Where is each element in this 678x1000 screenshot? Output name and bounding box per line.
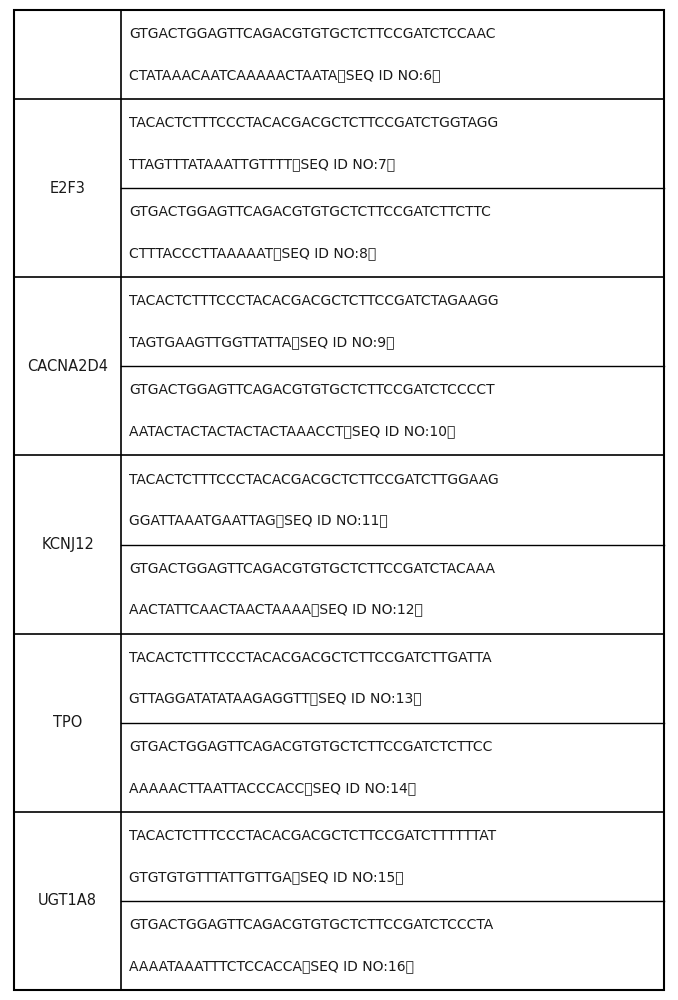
Text: TACACTCTTTCCCTACACGACGCTCTTCCGATCTTGATTA: TACACTCTTTCCCTACACGACGCTCTTCCGATCTTGATTA xyxy=(129,651,492,665)
Text: GTGACTGGAGTTCAGACGTGTGCTCTTCCGATCTCCCCT: GTGACTGGAGTTCAGACGTGTGCTCTTCCGATCTCCCCT xyxy=(129,383,495,397)
Text: TACACTCTTTCCCTACACGACGCTCTTCCGATCTTGGAAG: TACACTCTTTCCCTACACGACGCTCTTCCGATCTTGGAAG xyxy=(129,473,499,487)
Text: AAAAACTTAATTACCCACC（SEQ ID NO:14）: AAAAACTTAATTACCCACC（SEQ ID NO:14） xyxy=(129,781,416,795)
Text: TACACTCTTTCCCTACACGACGCTCTTCCGATCTAGAAGG: TACACTCTTTCCCTACACGACGCTCTTCCGATCTAGAAGG xyxy=(129,294,499,308)
Text: GTGACTGGAGTTCAGACGTGTGCTCTTCCGATCTCCAAC: GTGACTGGAGTTCAGACGTGTGCTCTTCCGATCTCCAAC xyxy=(129,27,496,41)
Text: TTAGTTTATAAATTGTTTT（SEQ ID NO:7）: TTAGTTTATAAATTGTTTT（SEQ ID NO:7） xyxy=(129,157,395,171)
Text: AAAATAAATTTCTCCACCA（SEQ ID NO:16）: AAAATAAATTTCTCCACCA（SEQ ID NO:16） xyxy=(129,959,414,973)
Text: CACNA2D4: CACNA2D4 xyxy=(27,359,108,374)
Text: GTGACTGGAGTTCAGACGTGTGCTCTTCCGATCTCTTCC: GTGACTGGAGTTCAGACGTGTGCTCTTCCGATCTCTTCC xyxy=(129,740,493,754)
Text: UGT1A8: UGT1A8 xyxy=(38,893,97,908)
Text: CTATAAACAATCAAAAACTAATA（SEQ ID NO:6）: CTATAAACAATCAAAAACTAATA（SEQ ID NO:6） xyxy=(129,68,441,82)
Text: TAGTGAAGTTGGTTATTA（SEQ ID NO:9）: TAGTGAAGTTGGTTATTA（SEQ ID NO:9） xyxy=(129,335,395,349)
Text: TPO: TPO xyxy=(53,715,82,730)
Text: GGATTAAATGAATTAG（SEQ ID NO:11）: GGATTAAATGAATTAG（SEQ ID NO:11） xyxy=(129,513,388,527)
Text: GTGACTGGAGTTCAGACGTGTGCTCTTCCGATCTACAAA: GTGACTGGAGTTCAGACGTGTGCTCTTCCGATCTACAAA xyxy=(129,562,495,576)
Text: KCNJ12: KCNJ12 xyxy=(41,537,94,552)
Text: CTTTACCCTTAAAAAT（SEQ ID NO:8）: CTTTACCCTTAAAAAT（SEQ ID NO:8） xyxy=(129,246,376,260)
Text: GTTAGGATATATAAGAGGTT（SEQ ID NO:13）: GTTAGGATATATAAGAGGTT（SEQ ID NO:13） xyxy=(129,692,422,706)
Text: TACACTCTTTCCCTACACGACGCTCTTCCGATCTTTTTTAT: TACACTCTTTCCCTACACGACGCTCTTCCGATCTTTTTTA… xyxy=(129,829,496,843)
Text: E2F3: E2F3 xyxy=(49,181,85,196)
Text: GTGACTGGAGTTCAGACGTGTGCTCTTCCGATCTTCTTC: GTGACTGGAGTTCAGACGTGTGCTCTTCCGATCTTCTTC xyxy=(129,205,491,219)
Text: AATACTACTACTACTACTAAACCT（SEQ ID NO:10）: AATACTACTACTACTACTAAACCT（SEQ ID NO:10） xyxy=(129,424,456,438)
Text: TACACTCTTTCCCTACACGACGCTCTTCCGATCTGGTAGG: TACACTCTTTCCCTACACGACGCTCTTCCGATCTGGTAGG xyxy=(129,116,498,130)
Text: AACTATTCAACTAACTAAAA（SEQ ID NO:12）: AACTATTCAACTAACTAAAA（SEQ ID NO:12） xyxy=(129,603,423,617)
Text: GTGACTGGAGTTCAGACGTGTGCTCTTCCGATCTCCCTA: GTGACTGGAGTTCAGACGTGTGCTCTTCCGATCTCCCTA xyxy=(129,918,494,932)
Text: GTGTGTGTTTATTGTTGA（SEQ ID NO:15）: GTGTGTGTTTATTGTTGA（SEQ ID NO:15） xyxy=(129,870,404,884)
